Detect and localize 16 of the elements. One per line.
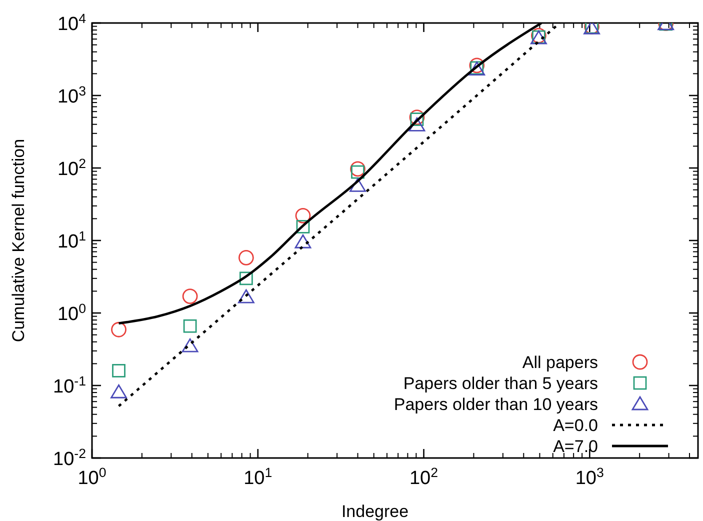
legend-label: Papers older than 5 years bbox=[403, 374, 598, 393]
y-axis-title: Cumulative Kernel function bbox=[9, 138, 28, 342]
y-tick-label: 10$^{3}$ bbox=[57, 83, 86, 108]
x-tick-label: 10$^{3}$ bbox=[575, 464, 604, 489]
x-axis-title: Indegree bbox=[341, 502, 409, 521]
y-tick-label: 10$^{4}$ bbox=[57, 10, 86, 35]
y-tick-label: 10$^{-1}$ bbox=[53, 373, 86, 398]
legend-label: All papers bbox=[522, 353, 598, 372]
y-tick-label: 10$^{2}$ bbox=[57, 156, 86, 180]
x-tick-label: 10$^{1}$ bbox=[244, 464, 272, 489]
x-tick-label: 10$^{2}$ bbox=[409, 464, 438, 489]
legend-label: A=7.0 bbox=[553, 437, 598, 456]
y-tick-label: 10$^{0}$ bbox=[57, 300, 86, 325]
y-tick-label: 10$^{1}$ bbox=[57, 228, 86, 252]
legend-label: A=0.0 bbox=[553, 416, 598, 435]
legend-label: Papers older than 10 years bbox=[394, 395, 598, 414]
